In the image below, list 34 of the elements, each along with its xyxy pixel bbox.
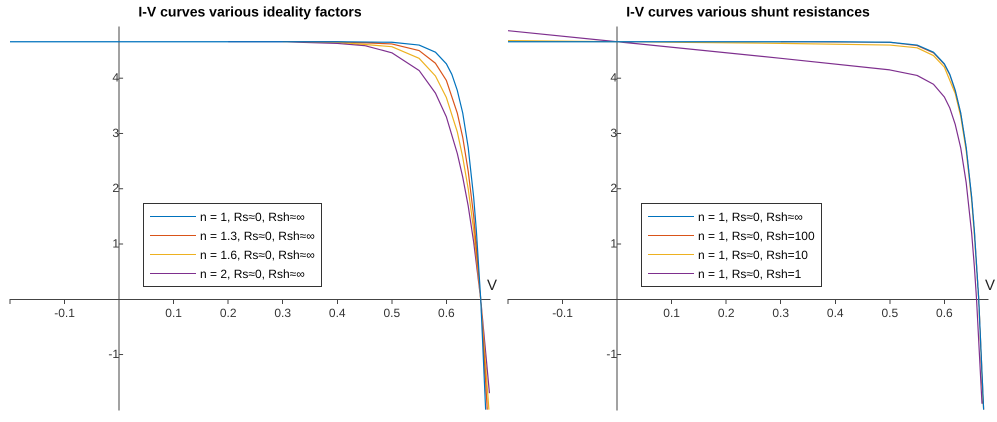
y-tick-label: -1 xyxy=(606,346,618,361)
x-tick-label: -0.1 xyxy=(552,306,574,320)
legend-label: n = 1, Rs≈0, Rsh≈∞ xyxy=(698,210,803,224)
x-tick-label: 0.3 xyxy=(772,306,790,320)
y-tick-label: 2 xyxy=(610,181,618,196)
legend-label: n = 1, Rs≈0, Rsh=1 xyxy=(698,266,802,280)
y-tick-label: 1 xyxy=(610,236,618,250)
x-tick-label: 0.2 xyxy=(718,306,735,320)
x-tick-label: 0.2 xyxy=(220,306,237,320)
x-tick-label: 0.4 xyxy=(328,306,346,320)
legend-label: n = 1.3, Rs≈0, Rsh≈∞ xyxy=(200,228,315,242)
y-tick-label: 3 xyxy=(610,126,618,140)
x-tick-label: 0.6 xyxy=(438,306,456,320)
legend-label: n = 1.6, Rs≈0, Rsh≈∞ xyxy=(200,248,315,262)
x-tick-label: 0.1 xyxy=(165,306,182,320)
x-tick-label: 0.4 xyxy=(826,306,844,320)
legend-label: n = 1, Rs≈0, Rsh=100 xyxy=(698,228,815,242)
x-tick-label: -0.1 xyxy=(54,306,76,320)
chart-title: I-V curves various ideality factors xyxy=(138,3,362,20)
y-tick-label: 3 xyxy=(112,126,120,140)
x-tick-label: 0.1 xyxy=(663,306,680,320)
y-tick-label: -1 xyxy=(108,346,120,361)
x-tick-label: 0.6 xyxy=(936,306,954,320)
x-axis-title: V xyxy=(486,276,497,294)
x-axis-title: V xyxy=(984,276,995,294)
legend-label: n = 1, Rs≈0, Rsh≈∞ xyxy=(200,210,305,224)
legend-label: n = 1, Rs≈0, Rsh=10 xyxy=(698,248,808,262)
y-tick-label: 2 xyxy=(112,181,120,196)
y-tick-label: 1 xyxy=(112,236,120,250)
x-tick-label: 0.3 xyxy=(274,306,292,320)
chart-title: I-V curves various shunt resistances xyxy=(626,3,870,20)
x-tick-label: 0.5 xyxy=(881,306,898,320)
x-tick-label: 0.5 xyxy=(383,306,400,320)
legend-label: n = 2, Rs≈0, Rsh≈∞ xyxy=(200,266,305,280)
